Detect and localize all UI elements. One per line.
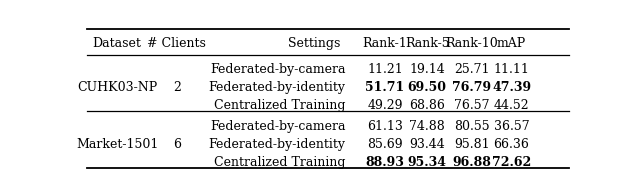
Text: Dataset: Dataset (93, 37, 141, 50)
Text: Federated-by-camera: Federated-by-camera (210, 120, 346, 133)
Text: 85.69: 85.69 (367, 138, 403, 151)
Text: 72.62: 72.62 (492, 156, 531, 169)
Text: 88.93: 88.93 (365, 156, 404, 169)
Text: 80.55: 80.55 (454, 120, 490, 133)
Text: Federated-by-camera: Federated-by-camera (210, 63, 346, 76)
Text: CUHK03-NP: CUHK03-NP (77, 81, 157, 94)
Text: 93.44: 93.44 (410, 138, 445, 151)
Text: mAP: mAP (497, 37, 526, 50)
Text: Rank-5: Rank-5 (405, 37, 449, 50)
Text: Settings: Settings (288, 37, 340, 50)
Text: 69.50: 69.50 (408, 81, 447, 94)
Text: 61.13: 61.13 (367, 120, 403, 133)
Text: 11.11: 11.11 (493, 63, 529, 76)
Text: Federated-by-identity: Federated-by-identity (209, 81, 346, 94)
Text: Centralized Training: Centralized Training (214, 99, 346, 112)
Text: 76.79: 76.79 (452, 81, 492, 94)
Text: Rank-10: Rank-10 (445, 37, 498, 50)
Text: Federated-by-identity: Federated-by-identity (209, 138, 346, 151)
Text: Market-1501: Market-1501 (76, 138, 158, 151)
Text: 68.86: 68.86 (409, 99, 445, 112)
Text: Rank-1: Rank-1 (363, 37, 408, 50)
Text: 36.57: 36.57 (493, 120, 529, 133)
Text: 76.57: 76.57 (454, 99, 490, 112)
Text: 95.81: 95.81 (454, 138, 490, 151)
Text: 11.21: 11.21 (367, 63, 403, 76)
Text: # Clients: # Clients (147, 37, 206, 50)
Text: 95.34: 95.34 (408, 156, 447, 169)
Text: 66.36: 66.36 (493, 138, 529, 151)
Text: 47.39: 47.39 (492, 81, 531, 94)
Text: 6: 6 (173, 138, 180, 151)
Text: 25.71: 25.71 (454, 63, 490, 76)
Text: 44.52: 44.52 (493, 99, 529, 112)
Text: 49.29: 49.29 (367, 99, 403, 112)
Text: Centralized Training: Centralized Training (214, 156, 346, 169)
Text: 2: 2 (173, 81, 180, 94)
Text: 51.71: 51.71 (365, 81, 404, 94)
Text: 74.88: 74.88 (410, 120, 445, 133)
Text: 19.14: 19.14 (410, 63, 445, 76)
Text: 96.88: 96.88 (452, 156, 492, 169)
